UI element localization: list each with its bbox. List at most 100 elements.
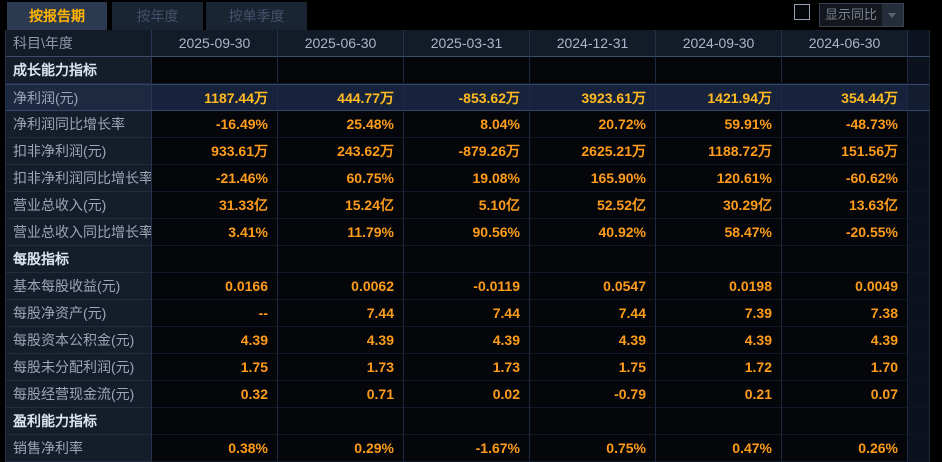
cell-value[interactable]: -21.46%: [152, 165, 278, 192]
cell-value[interactable]: 243.62万: [278, 138, 404, 165]
cell-value[interactable]: 3923.61万: [530, 84, 656, 111]
cell-value[interactable]: 0.02: [404, 381, 530, 408]
cell-value[interactable]: 11.79%: [278, 219, 404, 246]
row-label[interactable]: 基本每股收益(元): [6, 273, 152, 300]
cell-value[interactable]: 0.32: [152, 381, 278, 408]
row-label[interactable]: 销售净利率: [6, 435, 152, 462]
cell-value[interactable]: 15.24亿: [278, 192, 404, 219]
cell-value[interactable]: -48.73%: [782, 111, 908, 138]
cell-value[interactable]: -1.67%: [404, 435, 530, 462]
cell-value[interactable]: 7.44: [530, 300, 656, 327]
row-label[interactable]: 扣非净利润(元): [6, 138, 152, 165]
scrollbar-gutter[interactable]: [908, 300, 930, 327]
cell-value[interactable]: 0.21: [656, 381, 782, 408]
cell-value[interactable]: 4.39: [656, 327, 782, 354]
scrollbar-gutter[interactable]: [908, 84, 930, 111]
cell-value[interactable]: 933.61万: [152, 138, 278, 165]
cell-value[interactable]: 0.0049: [782, 273, 908, 300]
cell-value[interactable]: 1.75: [530, 354, 656, 381]
cell-value[interactable]: 5.10亿: [404, 192, 530, 219]
row-label[interactable]: 每股资本公积金(元): [6, 327, 152, 354]
cell-value[interactable]: 0.0062: [278, 273, 404, 300]
cell-value[interactable]: 4.39: [152, 327, 278, 354]
cell-value[interactable]: 1.73: [404, 354, 530, 381]
row-label[interactable]: 净利润(元): [6, 84, 152, 111]
cell-value[interactable]: 8.04%: [404, 111, 530, 138]
cell-value[interactable]: 58.47%: [656, 219, 782, 246]
cell-value[interactable]: 13.63亿: [782, 192, 908, 219]
cell-value[interactable]: 60.75%: [278, 165, 404, 192]
scrollbar-gutter[interactable]: [908, 381, 930, 408]
show-yoy-checkbox[interactable]: [794, 4, 810, 20]
scrollbar-gutter[interactable]: [908, 408, 930, 435]
cell-value[interactable]: 1.72: [656, 354, 782, 381]
cell-value[interactable]: -60.62%: [782, 165, 908, 192]
cell-value[interactable]: -853.62万: [404, 84, 530, 111]
cell-value[interactable]: 120.61%: [656, 165, 782, 192]
cell-value[interactable]: 0.29%: [278, 435, 404, 462]
scrollbar-gutter[interactable]: [908, 327, 930, 354]
cell-value[interactable]: 0.75%: [530, 435, 656, 462]
cell-value[interactable]: 4.39: [404, 327, 530, 354]
cell-value[interactable]: 7.44: [404, 300, 530, 327]
row-label[interactable]: 每股经营现金流(元): [6, 381, 152, 408]
cell-value[interactable]: 30.29亿: [656, 192, 782, 219]
tab-by-year[interactable]: 按年度: [112, 2, 203, 30]
scrollbar-gutter[interactable]: [908, 192, 930, 219]
cell-value[interactable]: 4.39: [782, 327, 908, 354]
cell-value[interactable]: 20.72%: [530, 111, 656, 138]
cell-value[interactable]: 7.39: [656, 300, 782, 327]
cell-value[interactable]: 90.56%: [404, 219, 530, 246]
cell-value[interactable]: -20.55%: [782, 219, 908, 246]
cell-value[interactable]: 7.44: [278, 300, 404, 327]
row-label[interactable]: 扣非净利润同比增长率: [6, 165, 152, 192]
cell-value[interactable]: 25.48%: [278, 111, 404, 138]
cell-value[interactable]: 165.90%: [530, 165, 656, 192]
cell-value[interactable]: 1188.72万: [656, 138, 782, 165]
cell-value[interactable]: 0.38%: [152, 435, 278, 462]
cell-value[interactable]: -879.26万: [404, 138, 530, 165]
cell-value[interactable]: 354.44万: [782, 84, 908, 111]
scrollbar-gutter[interactable]: [908, 246, 930, 273]
scrollbar-gutter[interactable]: [908, 219, 930, 246]
cell-value[interactable]: 3.41%: [152, 219, 278, 246]
cell-value[interactable]: -0.0119: [404, 273, 530, 300]
cell-value[interactable]: 31.33亿: [152, 192, 278, 219]
cell-value[interactable]: 0.47%: [656, 435, 782, 462]
cell-value[interactable]: 151.56万: [782, 138, 908, 165]
cell-value[interactable]: -16.49%: [152, 111, 278, 138]
cell-value[interactable]: 1.70: [782, 354, 908, 381]
tab-by-report-period[interactable]: 按报告期: [7, 2, 107, 30]
cell-value[interactable]: 0.71: [278, 381, 404, 408]
cell-value[interactable]: 0.26%: [782, 435, 908, 462]
cell-value[interactable]: 1421.94万: [656, 84, 782, 111]
cell-value[interactable]: 0.0198: [656, 273, 782, 300]
cell-value[interactable]: 0.0166: [152, 273, 278, 300]
cell-value[interactable]: 4.39: [278, 327, 404, 354]
row-label[interactable]: 每股未分配利润(元): [6, 354, 152, 381]
cell-value[interactable]: 40.92%: [530, 219, 656, 246]
cell-value[interactable]: 59.91%: [656, 111, 782, 138]
cell-value[interactable]: 4.39: [530, 327, 656, 354]
scrollbar-gutter[interactable]: [908, 435, 930, 462]
chevron-down-icon[interactable]: [882, 4, 903, 26]
row-label[interactable]: 每股净资产(元): [6, 300, 152, 327]
scrollbar-gutter[interactable]: [908, 273, 930, 300]
scrollbar-gutter[interactable]: [908, 165, 930, 192]
cell-value[interactable]: 0.07: [782, 381, 908, 408]
cell-value[interactable]: 52.52亿: [530, 192, 656, 219]
scrollbar-gutter[interactable]: [908, 30, 930, 57]
cell-value[interactable]: --: [152, 300, 278, 327]
cell-value[interactable]: 444.77万: [278, 84, 404, 111]
scrollbar-gutter[interactable]: [908, 138, 930, 165]
scrollbar-gutter[interactable]: [908, 111, 930, 138]
cell-value[interactable]: 1.73: [278, 354, 404, 381]
cell-value[interactable]: 1187.44万: [152, 84, 278, 111]
show-yoy-dropdown-button[interactable]: 显示同比: [819, 3, 904, 27]
scrollbar-gutter[interactable]: [908, 57, 930, 84]
cell-value[interactable]: 2625.21万: [530, 138, 656, 165]
cell-value[interactable]: 1.75: [152, 354, 278, 381]
row-label[interactable]: 营业总收入(元): [6, 192, 152, 219]
row-label[interactable]: 净利润同比增长率: [6, 111, 152, 138]
cell-value[interactable]: 19.08%: [404, 165, 530, 192]
